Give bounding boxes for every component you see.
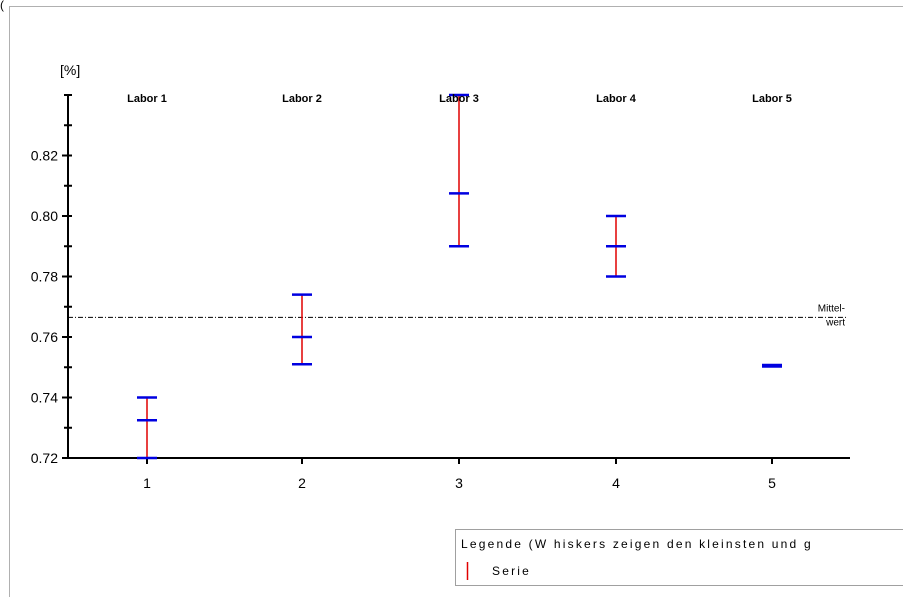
y-tick-label: 0.74 [31,390,58,406]
x-tick-label: 3 [455,475,463,491]
x-tick-label: 2 [298,475,306,491]
top-caption: ( [0,0,4,12]
mean-label-line1: Mittel- [818,303,845,314]
lab-label: Labor 5 [752,93,792,105]
legend: Legende (W hiskers zeigen den kleinsten … [456,530,903,586]
lab-label: Labor 1 [127,93,167,105]
mean-label-line2: wert [825,317,845,328]
lab-label: Labor 3 [439,93,479,105]
y-tick-label: 0.78 [31,269,58,285]
y-tick-label: 0.80 [31,208,58,224]
y-tick-label: 0.82 [31,148,58,164]
y-tick-label: 0.72 [31,450,58,466]
lab-label: Labor 4 [596,93,637,105]
x-tick-label: 5 [768,475,776,491]
lab-label: Labor 2 [282,93,322,105]
legend-title: Legende (W hiskers zeigen den kleinsten … [461,537,813,551]
x-tick-label: 1 [143,475,151,491]
x-tick-label: 4 [612,475,620,491]
legend-item-label: Serie [492,564,531,578]
y-tick-label: 0.76 [31,329,58,345]
y-axis-label: [%] [60,62,80,78]
